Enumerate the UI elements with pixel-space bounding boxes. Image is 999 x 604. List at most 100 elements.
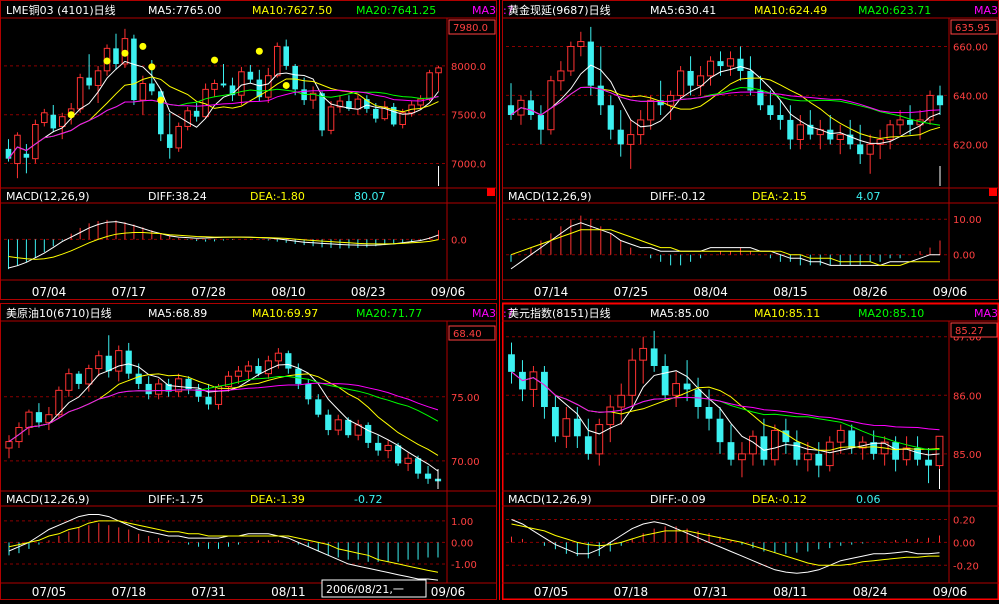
candle-down xyxy=(145,383,152,395)
candle-up xyxy=(595,424,604,455)
ma30-line xyxy=(8,89,439,160)
candle-up xyxy=(577,41,585,47)
candle-up xyxy=(211,83,218,90)
signal-dot xyxy=(148,63,156,71)
macd-tick-label: -1.00 xyxy=(451,560,477,571)
candle-down xyxy=(892,442,900,460)
candle-up xyxy=(265,75,272,98)
candle-down xyxy=(23,153,30,158)
candle-up xyxy=(336,100,344,108)
price-tick-label: 640.00 xyxy=(953,91,988,102)
candle-up xyxy=(639,347,648,361)
ma20-label: MA20:623.71 xyxy=(858,4,931,17)
price-tick-label: 8000.0 xyxy=(451,62,486,73)
chart-panel-4[interactable]: 美元指数(8151)日线 MA5:85.00 MA10:85.11 MA20:85.1… xyxy=(501,302,999,601)
candle-down xyxy=(683,383,691,390)
candle-down xyxy=(345,419,352,436)
candle-down xyxy=(541,371,548,407)
candle-up xyxy=(25,411,33,428)
ma10-label: MA10:7627.50 xyxy=(252,4,332,17)
chart-title: 美原油10(6710)日线 xyxy=(6,306,112,320)
candle-down xyxy=(125,350,132,374)
candle-down xyxy=(757,90,764,106)
macd-dea-line xyxy=(8,520,439,573)
candle-up xyxy=(334,419,342,431)
macd-diff: DIFF:-0.09 xyxy=(650,493,706,506)
candle-down xyxy=(247,71,254,80)
price-tick-label: 85.00 xyxy=(953,450,982,461)
chart-panel-1[interactable]: LME铜03 (4101)日线 MA5:7765.00 MA10:7627.50 MA… xyxy=(0,0,514,300)
candle-down xyxy=(390,106,397,125)
signal-dot xyxy=(157,96,165,104)
ma5-label: MA5:68.89 xyxy=(148,307,207,320)
candle-down xyxy=(414,458,422,474)
last-price-box xyxy=(950,19,998,35)
macd-value: -0.72 xyxy=(354,493,382,506)
candle-down xyxy=(914,448,921,460)
candle-down xyxy=(195,389,202,397)
candle-up xyxy=(557,70,565,82)
signal-dot xyxy=(139,42,147,50)
candle-down xyxy=(717,61,724,67)
candle-up xyxy=(529,371,538,390)
macd-dea-line xyxy=(511,523,940,566)
candle-up xyxy=(115,350,123,372)
last-price-value: 635.95 xyxy=(955,23,990,34)
candle-down xyxy=(827,129,834,140)
last-price-box xyxy=(448,325,496,341)
candle-down xyxy=(113,48,119,64)
candle-up xyxy=(244,365,253,372)
last-price-value: 7980.0 xyxy=(453,23,488,34)
candle-up xyxy=(749,435,757,455)
signal-dot xyxy=(255,47,263,55)
last-price-box xyxy=(950,322,998,338)
date-tick-label: 08/04 xyxy=(693,285,728,299)
date-tick-label: 07/18 xyxy=(112,585,147,599)
candle-down xyxy=(870,442,878,454)
candle-down xyxy=(35,412,43,423)
candle-up xyxy=(65,373,73,391)
date-tick-label: 07/05 xyxy=(534,585,569,599)
candle-down xyxy=(815,453,823,466)
candle-down xyxy=(607,105,614,130)
ma5-label: MA5:85.00 xyxy=(650,307,709,320)
candle-up xyxy=(404,457,412,464)
chart-panel-2[interactable]: 黄金现延(9687)日线 MA5:630.41 MA10:624.49 MA20:62… xyxy=(502,0,999,300)
candle-up xyxy=(139,83,147,101)
candle-down xyxy=(507,105,515,116)
candle-down xyxy=(705,407,713,419)
candle-up xyxy=(836,429,845,443)
candle-up xyxy=(155,383,163,395)
ma30-label: MA30:6 xyxy=(974,4,999,17)
candle-up xyxy=(426,72,433,100)
date-tick-label: 07/05 xyxy=(32,585,67,599)
candle-down xyxy=(737,58,744,71)
candle-up xyxy=(796,124,804,140)
candle-up xyxy=(273,45,281,77)
candle-down xyxy=(375,442,382,451)
candle-up xyxy=(866,143,874,155)
chart-title: LME铜03 (4101)日线 xyxy=(6,3,116,17)
price-tick-label: 660.00 xyxy=(953,42,988,53)
candle-up xyxy=(696,75,705,87)
candle-down xyxy=(295,368,302,384)
macd-value: 0.06 xyxy=(856,493,881,506)
date-tooltip-box xyxy=(321,579,427,598)
candle-down xyxy=(597,85,604,106)
ma30-label: MA30:7 xyxy=(472,4,514,17)
date-tick-label: 08/26 xyxy=(853,285,888,299)
candle-up xyxy=(627,134,635,145)
candle-down xyxy=(657,100,664,106)
candle-up xyxy=(825,441,834,467)
macd-tick-label: 0.00 xyxy=(953,538,975,549)
candle-down xyxy=(527,100,535,116)
candle-up xyxy=(647,99,655,121)
ma5-label: MA5:630.41 xyxy=(650,4,716,17)
last-price-value: 68.40 xyxy=(453,329,482,340)
candle-up xyxy=(417,98,424,106)
ma10-label: MA10:69.97 xyxy=(252,307,318,320)
chart-panel-3[interactable]: 美原油10(6710)日线 MA5:68.89 MA10:69.97 MA20:71.… xyxy=(0,303,514,600)
candle-down xyxy=(727,442,735,460)
date-tick-label: 07/28 xyxy=(191,285,226,299)
